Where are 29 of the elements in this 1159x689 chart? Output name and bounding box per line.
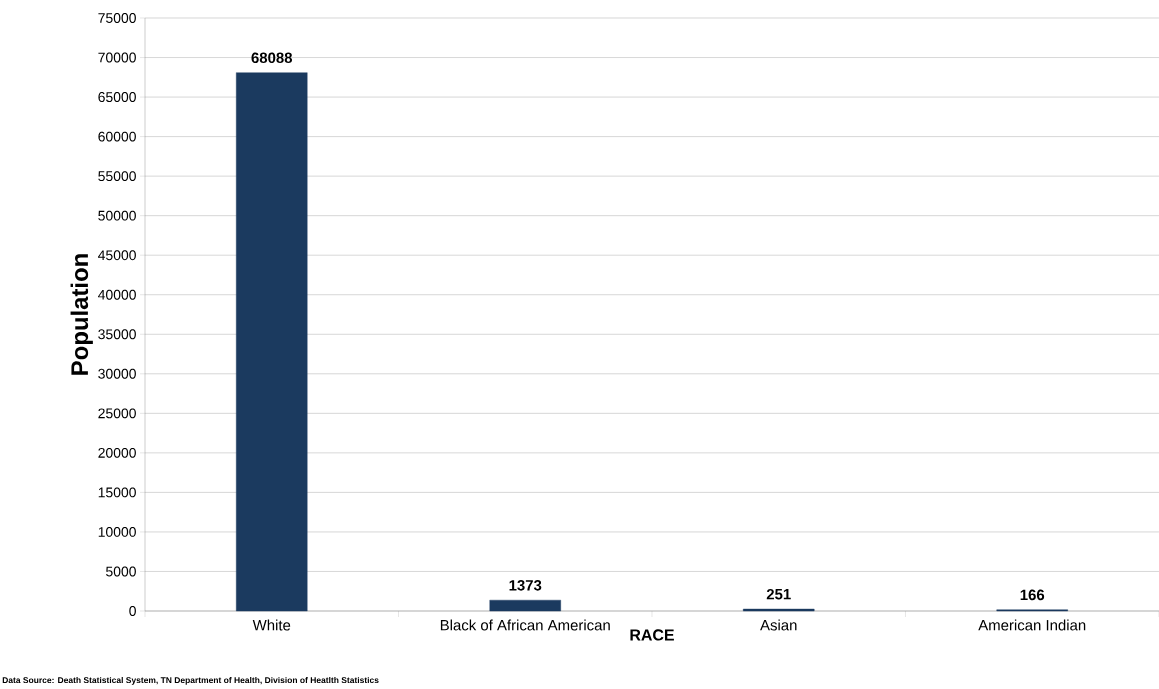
x-tick-label: American Indian [978,619,1086,631]
data-label: 251 [766,588,791,600]
data-label: 68088 [251,52,293,64]
y-tick-label: 10000 [98,526,136,537]
x-tick-label: Black of African American [440,619,610,631]
y-axis-title: Population [70,254,93,375]
y-tick-label: 15000 [98,487,136,498]
y-tick-label: 60000 [98,131,136,142]
y-tick-label: 30000 [98,368,136,379]
y-tick-label: 5000 [106,566,136,577]
data-label: 1373 [509,580,542,591]
y-tick-label: 25000 [98,408,136,419]
x-tick-label: Asian [760,619,797,631]
y-tick-label: 75000 [98,13,136,23]
y-tick-label: 0 [129,606,136,616]
y-tick-label: 50000 [98,210,136,221]
y-tick-label: 55000 [98,171,136,182]
y-tick-label: 65000 [98,92,136,103]
x-axis-title: RACE [630,629,674,641]
bar [236,72,308,612]
y-tick-label: 20000 [98,447,136,458]
source-note: Data Source: Death Statistical System, TN Department of Health, Division of Heatlth Statistics [2,676,379,685]
y-tick-label: 45000 [98,250,136,261]
data-label: 166 [1020,589,1045,601]
y-tick-label: 35000 [98,329,136,340]
y-tick-label: 40000 [98,289,136,300]
x-tick-label: White [252,619,291,631]
y-tick-label: 70000 [98,52,136,63]
bar [489,599,561,612]
